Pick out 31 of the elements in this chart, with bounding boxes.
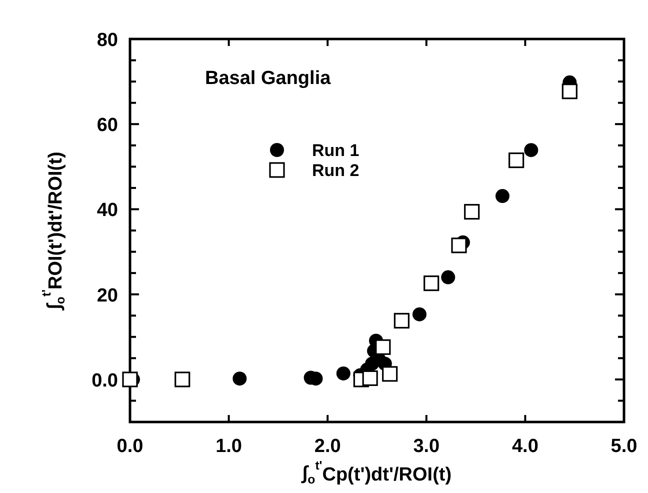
point xyxy=(336,366,350,380)
y-tick-label: 0.0 xyxy=(92,370,118,392)
y-tick-label: 60 xyxy=(96,115,118,136)
point xyxy=(524,143,538,158)
point xyxy=(362,370,378,386)
x-tick-label: 3.0 xyxy=(413,436,440,457)
point xyxy=(424,275,440,292)
point xyxy=(232,372,247,386)
x-tick-label: 1.0 xyxy=(216,436,242,457)
x-axis-title: ∫$_{o}$$^{t'}$Cp(t')dt'/ROI(t) xyxy=(300,458,452,486)
y-tick-label: 20 xyxy=(96,285,118,306)
x-tick-label: 2.0 xyxy=(314,436,341,457)
y-tick-label: 40 xyxy=(96,200,118,222)
point xyxy=(495,189,510,204)
annotation: Basal Ganglia xyxy=(205,68,332,89)
point xyxy=(412,307,426,322)
point xyxy=(394,312,410,329)
point xyxy=(122,372,138,388)
point xyxy=(508,152,524,168)
point xyxy=(562,84,578,100)
point xyxy=(174,372,190,388)
point xyxy=(451,238,467,254)
x-tick-label: 5.0 xyxy=(610,436,638,457)
y-tick-label: 80 xyxy=(96,30,118,51)
point xyxy=(464,204,480,220)
point xyxy=(441,270,456,284)
x-tick-label: 4.0 xyxy=(512,436,538,457)
legend-label: Run 1 xyxy=(312,141,360,160)
point xyxy=(375,339,391,355)
x-tick-label: 0.0 xyxy=(116,436,144,457)
legend-label: Run 2 xyxy=(312,161,360,180)
